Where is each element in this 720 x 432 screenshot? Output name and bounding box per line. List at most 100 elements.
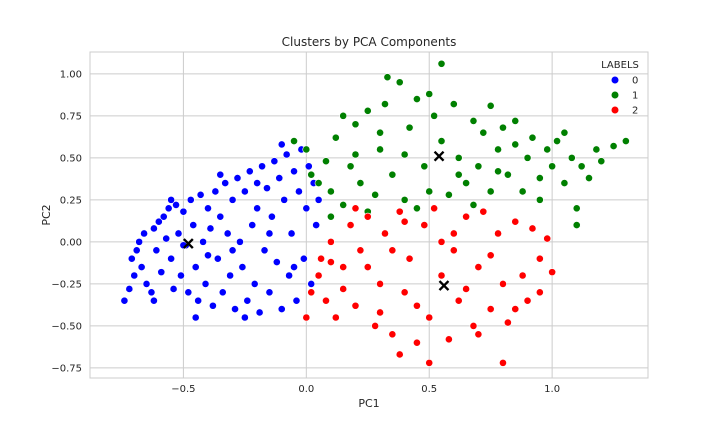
data-point-cluster-1 — [425, 90, 434, 98]
data-point-cluster-0 — [125, 285, 134, 293]
data-point-cluster-1 — [535, 174, 544, 182]
data-point-cluster-1 — [454, 153, 463, 162]
data-point-cluster-0 — [157, 268, 166, 277]
y-tick-label: −0.25 — [51, 279, 82, 290]
data-point-cluster-0 — [307, 279, 316, 288]
data-point-cluster-0 — [132, 246, 141, 255]
data-point-cluster-0 — [206, 224, 215, 233]
data-point-cluster-0 — [191, 313, 200, 322]
centroid-marker — [182, 238, 194, 249]
data-point-cluster-0 — [140, 229, 148, 238]
data-point-cluster-0 — [164, 204, 173, 213]
data-point-cluster-0 — [184, 288, 193, 297]
data-point-cluster-1 — [474, 162, 483, 171]
legend-marker-0 — [610, 75, 620, 85]
data-point-cluster-2 — [400, 288, 409, 297]
y-tick-labels: −0.75 −0.50 −0.25 0.00 0.25 0.50 0.75 1.00 — [51, 69, 82, 374]
data-point-cluster-0 — [120, 296, 129, 305]
data-point-cluster-0 — [238, 263, 247, 271]
data-point-cluster-0 — [162, 234, 171, 243]
data-point-cluster-1 — [400, 150, 409, 159]
y-tick-label: 0.75 — [60, 111, 82, 122]
data-point-cluster-1 — [572, 221, 581, 229]
data-point-cluster-0 — [255, 308, 264, 317]
data-point-cluster-2 — [363, 212, 372, 221]
data-point-cluster-1 — [420, 162, 429, 171]
data-point-cluster-0 — [228, 195, 237, 204]
data-point-cluster-1 — [535, 195, 544, 204]
data-point-cluster-1 — [462, 179, 470, 187]
data-point-cluster-0 — [250, 279, 259, 288]
data-point-cluster-2 — [479, 207, 488, 216]
x-tick-label: 1.0 — [544, 384, 560, 395]
data-point-cluster-0 — [253, 204, 262, 213]
centroid-marker — [433, 150, 445, 162]
data-point-cluster-2 — [425, 313, 434, 322]
data-point-cluster-2 — [400, 217, 409, 226]
data-point-cluster-0 — [270, 157, 279, 166]
data-point-cluster-2 — [474, 263, 483, 271]
data-point-cluster-1 — [572, 204, 581, 213]
data-point-cluster-2 — [331, 313, 340, 322]
data-point-cluster-0 — [194, 296, 203, 305]
data-point-cluster-2 — [388, 330, 397, 339]
data-point-cluster-2 — [499, 358, 507, 367]
data-point-cluster-1 — [503, 170, 512, 179]
data-point-cluster-1 — [553, 137, 561, 145]
chart-title: Clusters by PCA Components — [282, 35, 457, 49]
data-point-cluster-0 — [292, 296, 301, 305]
data-point-cluster-2 — [523, 296, 532, 305]
data-point-cluster-1 — [499, 123, 507, 132]
data-point-cluster-0 — [169, 285, 178, 293]
data-point-cluster-0 — [218, 288, 227, 297]
data-point-cluster-1 — [356, 179, 365, 187]
data-point-cluster-1 — [413, 95, 421, 103]
data-point-cluster-0 — [265, 229, 274, 238]
data-point-cluster-1 — [577, 162, 586, 171]
data-point-cluster-1 — [351, 120, 360, 129]
data-point-cluster-0 — [211, 187, 220, 196]
data-point-cluster-0 — [287, 229, 296, 238]
data-point-cluster-1 — [376, 145, 384, 154]
data-point-cluster-1 — [454, 170, 463, 179]
data-point-cluster-2 — [486, 305, 495, 314]
data-point-cluster-1 — [444, 190, 453, 199]
legend: LABELS 0 1 2 — [601, 60, 639, 117]
data-point-cluster-0 — [221, 179, 230, 187]
data-point-cluster-2 — [376, 308, 384, 317]
data-point-cluster-0 — [147, 288, 156, 297]
data-point-cluster-2 — [499, 279, 507, 288]
data-point-cluster-2 — [307, 288, 316, 297]
data-point-cluster-0 — [312, 221, 321, 229]
y-tick-label: 0.00 — [60, 237, 82, 248]
data-point-cluster-2 — [317, 254, 325, 263]
data-point-cluster-2 — [326, 258, 335, 266]
data-point-cluster-2 — [494, 229, 502, 238]
data-point-cluster-0 — [159, 212, 168, 221]
data-point-cluster-1 — [560, 179, 569, 187]
data-point-cluster-1 — [486, 101, 495, 110]
data-point-cluster-1 — [494, 145, 502, 154]
data-point-cluster-0 — [177, 271, 185, 280]
data-point-cluster-2 — [511, 305, 520, 314]
data-point-cluster-0 — [236, 237, 244, 246]
data-point-cluster-0 — [209, 301, 217, 310]
data-point-cluster-0 — [233, 174, 242, 182]
data-point-cluster-1 — [597, 157, 606, 166]
data-point-cluster-2 — [535, 288, 544, 297]
data-point-cluster-0 — [204, 251, 212, 260]
data-point-cluster-2 — [430, 204, 439, 213]
data-point-cluster-1 — [592, 145, 601, 154]
data-point-cluster-0 — [260, 246, 269, 255]
data-point-cluster-1 — [314, 179, 323, 187]
data-point-cluster-0 — [204, 204, 212, 213]
data-point-cluster-1 — [425, 187, 434, 196]
data-point-cluster-1 — [511, 116, 520, 125]
y-tick-label: 1.00 — [60, 69, 82, 80]
data-point-cluster-1 — [388, 170, 397, 179]
centroid-marker — [438, 280, 450, 291]
data-point-cluster-0 — [272, 258, 281, 266]
data-point-cluster-0 — [216, 170, 225, 179]
data-point-cluster-2 — [518, 271, 527, 280]
